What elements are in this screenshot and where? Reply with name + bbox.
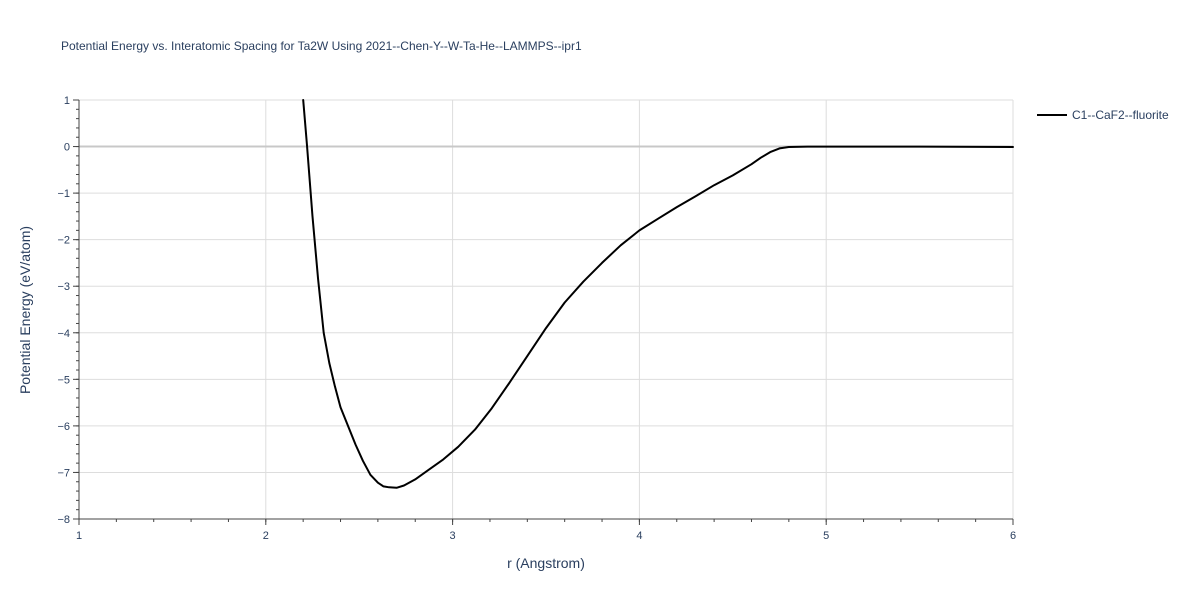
y-tick-label: −7: [57, 467, 70, 479]
x-tick-label: 1: [76, 530, 82, 542]
y-tick-label: −8: [57, 514, 70, 526]
y-axis-title: Potential Energy (eV/atom): [17, 226, 33, 394]
axes-layer: 1 2 3 4 5 6 1 0 −1 −2 −3 −4 −5 −6 −7 −8: [57, 95, 1016, 542]
x-tick-label: 6: [1010, 530, 1016, 542]
x-tick-label: 3: [450, 530, 456, 542]
grid-layer: [79, 99, 1014, 519]
y-tick-label: −1: [57, 188, 70, 200]
y-tick-label: −3: [57, 281, 70, 293]
x-axis-title: r (Angstrom): [507, 555, 585, 571]
x-tick-label: 4: [636, 530, 642, 542]
y-tick-label: −6: [57, 421, 70, 433]
legend-label: C1--CaF2--fluorite: [1072, 108, 1169, 122]
legend[interactable]: C1--CaF2--fluorite: [1037, 108, 1169, 122]
series-layer: [302, 99, 1014, 489]
x-tick-label: 2: [263, 530, 269, 542]
series-line: [302, 99, 1014, 489]
y-tick-label: −2: [57, 235, 70, 247]
y-tick-label: −4: [57, 328, 70, 340]
x-tick-label: 5: [823, 530, 829, 542]
y-tick-label: −5: [57, 374, 70, 386]
y-tick-label: 0: [64, 142, 70, 154]
y-tick-label: 1: [64, 95, 70, 107]
chart-title: Potential Energy vs. Interatomic Spacing…: [61, 39, 582, 53]
